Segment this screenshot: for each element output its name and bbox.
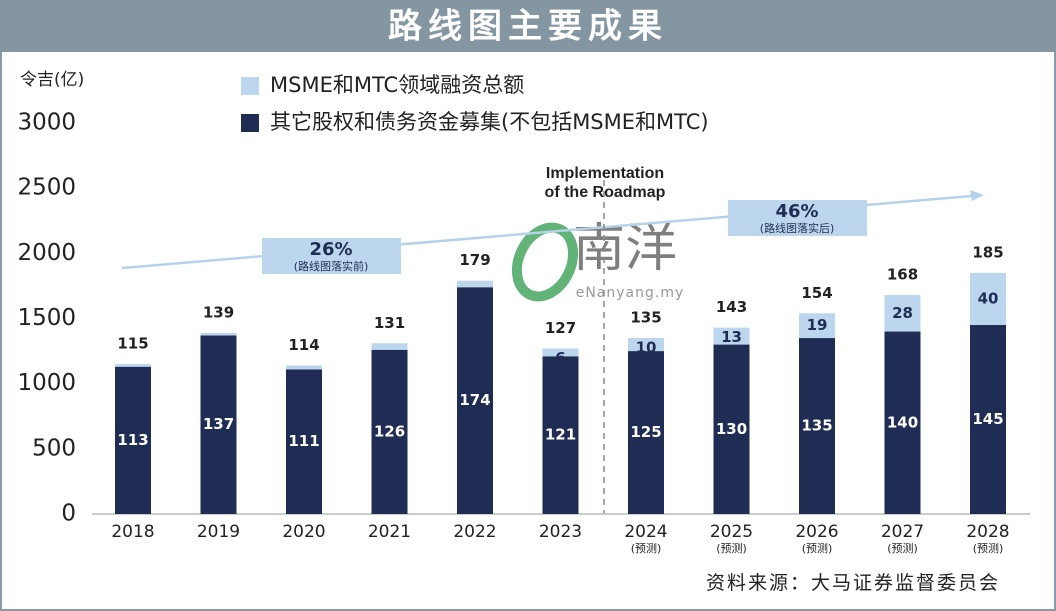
data-label: 126	[374, 422, 405, 440]
bar-segment	[799, 313, 835, 339]
annotation: (路线图落实前)	[294, 259, 369, 273]
bar-segment	[286, 369, 322, 514]
data-label: 174	[459, 391, 490, 409]
bar-segment	[542, 356, 579, 514]
chart-title: 路线图主要成果	[388, 7, 668, 47]
annotation-box	[728, 200, 867, 236]
total-label: 127	[545, 319, 576, 337]
x-tick-note: (预测)	[802, 542, 833, 555]
y-tick-label: 1500	[17, 305, 76, 331]
bar-segment	[542, 348, 579, 357]
annotation-box	[262, 238, 401, 274]
x-tick-label: 2028	[966, 522, 1009, 542]
total-label: 135	[630, 309, 661, 327]
data-label: 28	[892, 304, 913, 322]
y-tick-label: 1000	[17, 370, 76, 396]
annotation: Implementation of the Roadmap	[544, 165, 666, 201]
data-label: 121	[545, 426, 576, 444]
bar-segment	[970, 272, 1006, 326]
total-label: 154	[801, 284, 832, 302]
total-label: 168	[887, 266, 918, 284]
total-label: 185	[972, 243, 1003, 261]
annotation: (路线图落实后)	[760, 221, 835, 235]
data-label: 130	[716, 420, 747, 438]
y-tick-label: 0	[61, 501, 76, 527]
bar-segment	[713, 327, 750, 345]
bar-segment	[115, 366, 151, 514]
bar-segment	[200, 332, 237, 336]
bar-segment	[286, 365, 322, 370]
source: 资料来源：大马证券监督委员会	[706, 572, 1000, 594]
annotation: 46%	[775, 201, 818, 222]
x-tick-label: 2027	[881, 522, 924, 542]
x-tick-label: 2021	[368, 522, 411, 542]
x-tick-label: 2026	[795, 522, 838, 542]
data-label: 13	[721, 328, 742, 346]
data-label: 40	[978, 289, 999, 307]
annotation-box: Implementation of the Roadmap	[544, 165, 666, 201]
data-label: 137	[203, 415, 234, 433]
bar-segment	[799, 338, 835, 514]
legend-label: MSME和MTC领域融资总额	[270, 73, 524, 97]
y-axis-label: 令吉(亿)	[20, 70, 84, 90]
total-label: 115	[117, 335, 148, 353]
x-tick-label: 2018	[111, 522, 154, 542]
y-tick-label: 2000	[17, 240, 76, 266]
bar-segment	[884, 331, 921, 514]
x-tick-label: 2023	[539, 522, 582, 542]
title-bar	[0, 0, 1056, 52]
legend-label: 其它股权和债务资金募集(不包括MSME和MTC)	[270, 110, 709, 134]
data-label: 19	[807, 316, 828, 334]
arrow-head	[970, 190, 984, 201]
x-tick-label: 2024	[624, 522, 667, 542]
bar-segment	[371, 349, 408, 514]
bar-segment	[628, 338, 664, 352]
bar-segment	[628, 351, 664, 514]
data-label: 125	[630, 423, 661, 441]
legend-swatch	[241, 114, 259, 132]
total-label: 143	[716, 298, 747, 316]
data-label: 113	[117, 431, 148, 449]
x-tick-note: (预测)	[716, 542, 747, 555]
bar-segment	[457, 287, 493, 514]
data-label: 145	[972, 410, 1003, 428]
x-tick-label: 2019	[197, 522, 240, 542]
bar-segment	[371, 343, 408, 350]
data-label: 10	[636, 339, 657, 357]
watermark-logo	[511, 222, 579, 302]
data-label: 135	[801, 417, 832, 435]
bar-segment	[200, 335, 237, 514]
bar-segment	[457, 280, 493, 288]
x-tick-label: 2025	[710, 522, 753, 542]
data-label: 140	[887, 413, 918, 431]
data-label: 111	[288, 432, 319, 450]
data-label: 6	[555, 349, 565, 367]
x-tick-note: (预测)	[631, 542, 662, 555]
x-tick-note: (预测)	[887, 542, 918, 555]
bar-segment	[884, 295, 921, 332]
annotation: 26%	[309, 239, 352, 260]
total-label: 179	[459, 251, 490, 269]
bar-segment	[713, 344, 750, 514]
x-tick-note: (预测)	[973, 542, 1004, 555]
legend-swatch	[241, 77, 259, 95]
total-label: 139	[203, 303, 234, 321]
total-label: 131	[374, 314, 405, 332]
x-tick-label: 2020	[282, 522, 325, 542]
bar-segment	[115, 364, 151, 367]
y-tick-label: 2500	[17, 175, 76, 201]
bar-segment	[970, 325, 1006, 514]
total-label: 114	[288, 336, 319, 354]
y-tick-label: 3000	[17, 110, 76, 136]
y-tick-label: 500	[32, 435, 76, 461]
x-tick-label: 2022	[453, 522, 496, 542]
watermark-url: eNanyang.my	[576, 285, 685, 301]
